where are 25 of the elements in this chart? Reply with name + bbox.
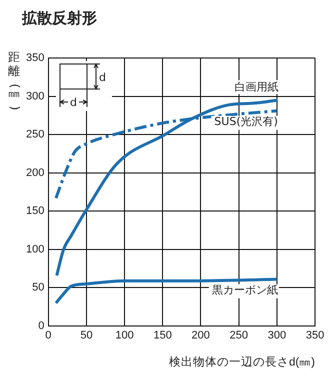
series-label: 白画用紙: [234, 80, 279, 94]
annotation: d: [70, 96, 78, 109]
y-tick-label: 350: [26, 52, 44, 64]
y-tick-label: 150: [26, 205, 44, 218]
chart-title: 拡散反射形: [21, 8, 97, 27]
y-tick-label: 300: [26, 90, 44, 102]
y-tick-label: 0: [38, 320, 44, 332]
x-axis-title: 検出物体の一辺の長さd(㎜): [168, 355, 316, 368]
line-series: [55, 98, 280, 277]
x-tick-label: 100: [115, 330, 134, 342]
y-tick-label: 50: [32, 282, 44, 294]
series-label: SUS(光沢有): [214, 115, 278, 128]
x-tick-label: 200: [192, 330, 210, 342]
x-tick-label: 150: [153, 330, 172, 342]
y-axis-title: 距離(㎜): [8, 50, 22, 110]
x-tick-label: 350: [306, 330, 324, 342]
annotation: d: [99, 71, 106, 84]
y-tick-label: 200: [26, 166, 44, 179]
x-tick-label: 250: [230, 330, 248, 342]
x-tick-label: 50: [80, 330, 93, 342]
series-label: 黒カーボン紙: [212, 284, 278, 297]
x-tick-label: 300: [268, 330, 286, 342]
y-tick-label: 100: [26, 243, 44, 256]
line-series: [54, 278, 278, 305]
y-tick-label: 250: [26, 128, 44, 141]
